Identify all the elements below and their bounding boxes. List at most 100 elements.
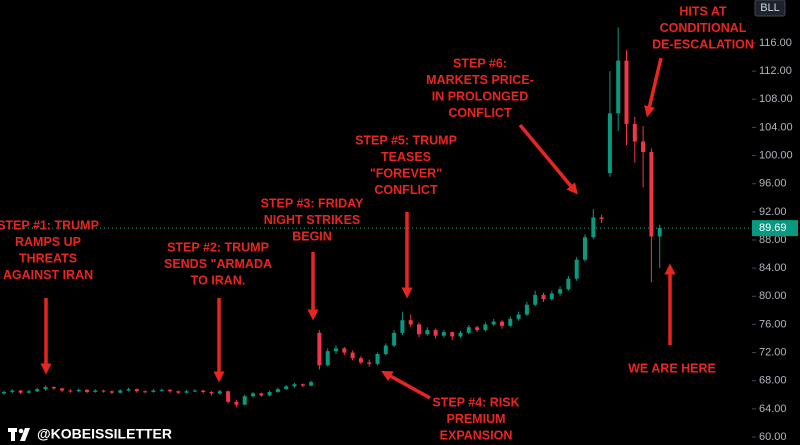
y-tick-label: 104.00 bbox=[759, 121, 793, 133]
candle-body bbox=[616, 60, 621, 114]
y-tick-label: 68.00 bbox=[759, 375, 787, 387]
candle-body bbox=[433, 330, 438, 336]
y-tick-label: 60.00 bbox=[759, 431, 787, 443]
candle-body bbox=[101, 390, 106, 392]
candle-body bbox=[458, 332, 463, 337]
candle-body bbox=[76, 389, 81, 392]
candle-body bbox=[466, 327, 471, 333]
annotation: CONFLICT bbox=[374, 183, 438, 197]
logo bbox=[11, 428, 15, 441]
candle-body bbox=[450, 332, 455, 337]
candle-body bbox=[574, 259, 579, 279]
candle-body bbox=[649, 152, 654, 237]
candle-body bbox=[35, 389, 40, 392]
candle-body bbox=[2, 391, 6, 394]
annotation: AGAINST IRAN bbox=[3, 268, 93, 282]
y-tick-label: 116.00 bbox=[759, 37, 792, 49]
candle-body bbox=[524, 304, 529, 315]
candle-body bbox=[342, 348, 347, 353]
candle-body bbox=[475, 327, 480, 331]
annotation: THREATS bbox=[19, 251, 77, 265]
candle-body bbox=[334, 348, 338, 352]
candle-body bbox=[491, 321, 496, 325]
annotation: STEP #1: TRUMP bbox=[0, 218, 99, 232]
last-price-label: 89.69 bbox=[759, 222, 787, 234]
candle-body bbox=[259, 393, 264, 396]
candle-body bbox=[217, 391, 222, 394]
candle-body bbox=[325, 351, 330, 366]
candle-body bbox=[367, 362, 372, 364]
candle-body bbox=[60, 388, 65, 391]
annotation: "FOREVER" bbox=[370, 166, 442, 180]
candle-body bbox=[508, 318, 513, 326]
candle-body bbox=[549, 293, 554, 300]
last-price-box bbox=[752, 220, 798, 237]
candle-body bbox=[284, 386, 289, 390]
candle-body bbox=[533, 294, 538, 305]
watermark-text: @KOBEISSILETTER bbox=[37, 426, 172, 442]
candle-body bbox=[93, 390, 98, 392]
candle-body bbox=[159, 389, 164, 391]
candle-body bbox=[624, 60, 629, 124]
arrows bbox=[40, 57, 676, 400]
annotation: BEGIN bbox=[292, 229, 332, 243]
candle-body bbox=[591, 217, 596, 238]
arrow bbox=[381, 370, 431, 400]
candle-body bbox=[309, 382, 314, 386]
candle-body bbox=[292, 384, 297, 387]
candle-body bbox=[599, 217, 604, 219]
candle-body bbox=[18, 390, 23, 393]
annotation: MARKETS PRICE- bbox=[426, 73, 534, 87]
y-tick-label: 100.00 bbox=[759, 149, 793, 161]
candle-body bbox=[176, 391, 181, 393]
y-tick-label: 108.00 bbox=[759, 93, 793, 105]
y-tick-label: 64.00 bbox=[759, 403, 787, 415]
annotation: STEP #6: bbox=[453, 56, 507, 70]
candle-body bbox=[358, 358, 363, 363]
candle-body bbox=[417, 324, 421, 335]
candle-body bbox=[500, 321, 504, 326]
candle-body bbox=[583, 237, 587, 260]
annotation: EXPANSION bbox=[440, 428, 513, 442]
y-tick-label: 88.00 bbox=[759, 234, 787, 246]
logo bbox=[18, 428, 24, 434]
candle-body bbox=[85, 389, 89, 392]
candle-body bbox=[192, 390, 197, 392]
annotation: STEP #3: FRIDAY bbox=[261, 196, 364, 210]
annotation: NIGHT STRIKES bbox=[264, 213, 361, 227]
arrow bbox=[644, 57, 663, 118]
annotation: CONDITIONAL bbox=[660, 21, 747, 35]
annotation: SENDS "ARMADA bbox=[164, 257, 272, 271]
annotation: TO IRAN. bbox=[191, 273, 246, 287]
candle-body bbox=[209, 391, 214, 394]
annotation: PREMIUM bbox=[446, 412, 505, 426]
annotation: STEP #4: RISK bbox=[432, 395, 519, 409]
annotation: TEASES bbox=[381, 150, 431, 164]
candle-body bbox=[143, 391, 148, 393]
candle-body bbox=[109, 391, 114, 393]
annotation: RAMPS UP bbox=[15, 235, 81, 249]
y-tick-label: 92.00 bbox=[759, 206, 787, 218]
candle-body bbox=[657, 228, 662, 237]
annotation: HITS AT bbox=[679, 4, 727, 18]
candle-body bbox=[541, 294, 546, 300]
candle-body bbox=[251, 393, 255, 397]
candle-body bbox=[226, 391, 231, 402]
candle-body bbox=[607, 113, 612, 174]
candle-body bbox=[134, 389, 139, 392]
annotation: WE ARE HERE bbox=[628, 361, 716, 375]
candle-body bbox=[558, 289, 563, 294]
annotation: DE-ESCALATION bbox=[652, 37, 754, 51]
candle-body bbox=[566, 278, 571, 290]
y-tick-label: 112.00 bbox=[759, 65, 792, 77]
ticker-box bbox=[754, 0, 786, 17]
candle-body bbox=[51, 387, 56, 389]
y-tick-label: 72.00 bbox=[759, 346, 787, 358]
candle-body bbox=[68, 390, 73, 392]
candle-body bbox=[242, 396, 247, 405]
candle-body bbox=[483, 324, 488, 331]
candle-body bbox=[151, 390, 156, 392]
y-tick-label: 76.00 bbox=[759, 318, 787, 330]
candle-body bbox=[267, 391, 272, 396]
